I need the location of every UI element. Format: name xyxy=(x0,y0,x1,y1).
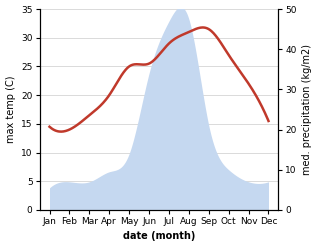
X-axis label: date (month): date (month) xyxy=(123,231,195,242)
Y-axis label: med. precipitation (kg/m2): med. precipitation (kg/m2) xyxy=(302,44,313,175)
Y-axis label: max temp (C): max temp (C) xyxy=(5,76,16,143)
